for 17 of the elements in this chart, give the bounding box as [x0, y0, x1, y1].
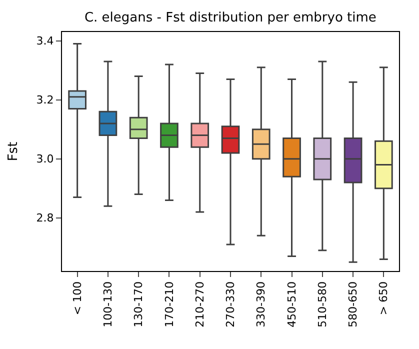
x-tick-label: 510-580	[316, 281, 329, 328]
y-tick-label: 3.2	[36, 94, 54, 107]
y-axis-title: Fst	[6, 142, 22, 162]
y-tick-label: 2.8	[36, 212, 54, 225]
x-tick-label: 450-510	[285, 281, 298, 328]
x-tick-label: > 650	[377, 281, 390, 316]
x-tick-label: 270-330	[224, 281, 238, 328]
x-tick-label: 130-170	[132, 281, 146, 328]
x-tick-label: < 100	[70, 281, 84, 316]
y-tick-label: 3.0	[36, 152, 54, 166]
y-tick-label: 3.4	[36, 34, 54, 48]
chart-title: C. elegans - Fst distribution per embryo time	[84, 10, 376, 26]
x-tick-label: 330-390	[254, 281, 268, 328]
x-tick-label: 170-210	[162, 281, 176, 328]
x-tick-label: 210-270	[193, 281, 206, 328]
x-tick-label: 100-130	[102, 281, 115, 328]
x-tick-label: 580-650	[346, 281, 360, 328]
